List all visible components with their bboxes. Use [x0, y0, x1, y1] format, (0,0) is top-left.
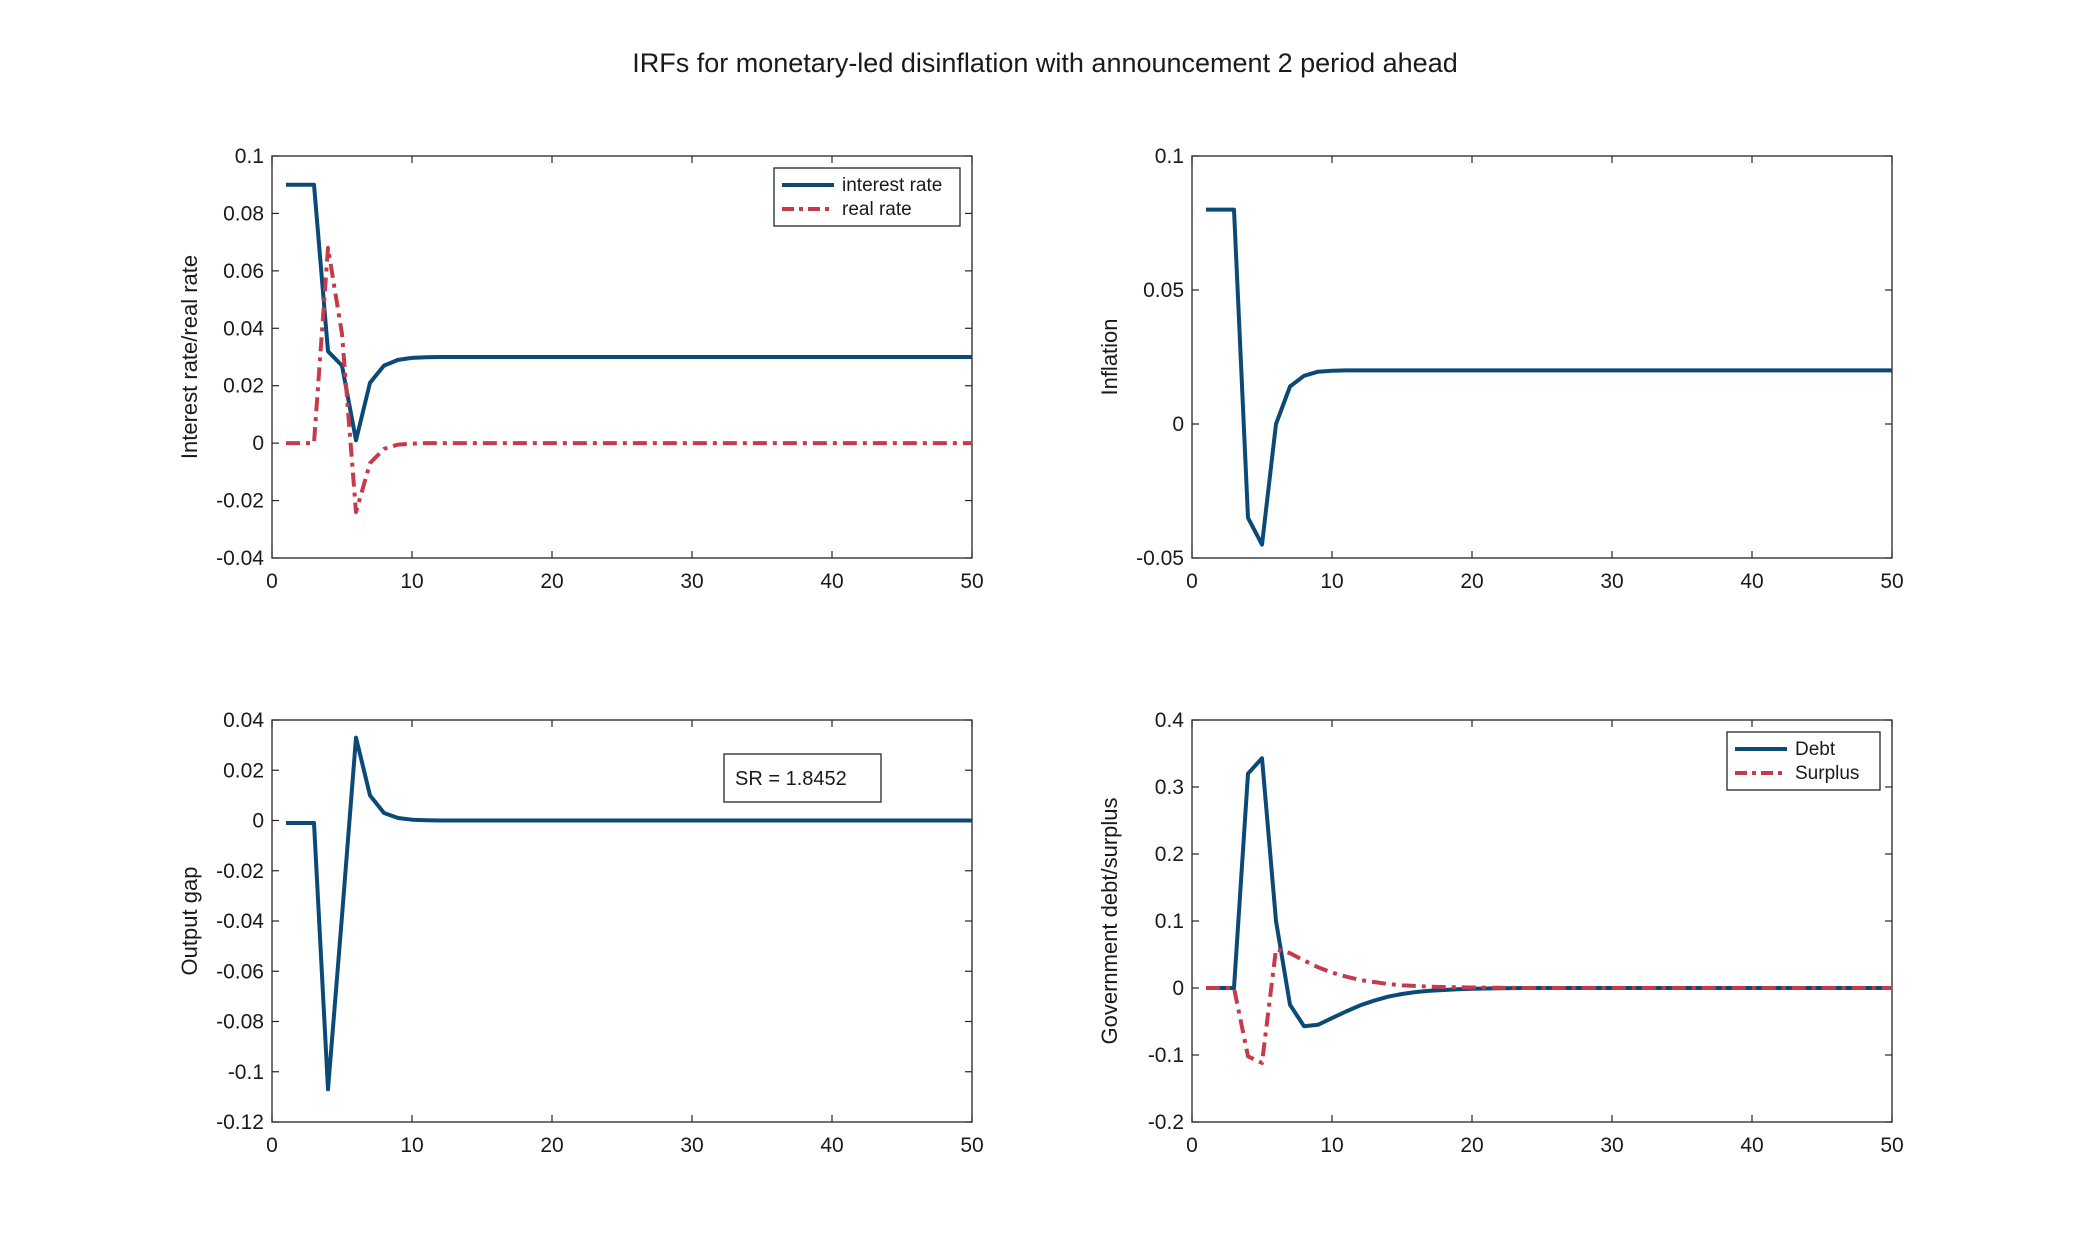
y-tick-label: 0.4	[1155, 709, 1185, 732]
y-tick-label: 0.04	[223, 317, 264, 340]
plot-area	[286, 182, 972, 515]
legend: interest rate real rate	[773, 167, 961, 227]
x-tick-label: 40	[1740, 570, 1763, 593]
x-tick-label: 30	[1600, 1134, 1623, 1157]
subplot-bottom-right: 0 10 20 30 40 50 -0.2 -0.1 0 0.1 0.2 0.3 0.4 Governme…	[1097, 709, 1904, 1157]
annotation: SR = 1.8452	[723, 753, 882, 803]
x-tick-label: 0	[266, 1134, 278, 1157]
y-tick-label: -0.05	[1136, 547, 1184, 570]
x-tick-label: 10	[1320, 570, 1343, 593]
y-tick-label: 0.1	[1155, 145, 1184, 168]
legend-box	[1726, 731, 1881, 791]
annotation-text: SR = 1.8452	[735, 768, 847, 790]
y-tick-label: 0.1	[1155, 910, 1184, 933]
y-tick-label: 0.02	[223, 759, 264, 782]
legend-label: real rate	[842, 199, 912, 220]
x-tick-label: 0	[266, 570, 278, 593]
y-axis-label: Inflation	[1097, 318, 1122, 395]
y-tick-label: 0.3	[1155, 776, 1184, 799]
y-tick-label: -0.02	[216, 860, 264, 883]
y-tick-label: 0	[252, 432, 264, 455]
x-tick-label: 10	[400, 1134, 423, 1157]
y-tick-label: -0.1	[1148, 1044, 1184, 1067]
series-line-0	[286, 735, 972, 1092]
x-tick-label: 40	[1740, 1134, 1763, 1157]
y-tick-label: 0.02	[223, 375, 264, 398]
series-line-surplus	[1206, 947, 1892, 1065]
annotation-box	[723, 753, 882, 803]
x-tick-label: 30	[680, 570, 703, 593]
y-axis-label: Government debt/surplus	[1097, 797, 1122, 1044]
plot-area	[1206, 756, 1892, 1065]
y-tick-label: 0.2	[1155, 843, 1184, 866]
x-tick-label: 20	[540, 1134, 563, 1157]
y-tick-label: -0.04	[216, 547, 264, 570]
x-tick-label: 30	[680, 1134, 703, 1157]
legend-label: Surplus	[1795, 763, 1859, 784]
y-tick-label: 0	[1172, 977, 1184, 1000]
x-tick-label: 0	[1186, 1134, 1198, 1157]
x-tick-label: 40	[820, 1134, 843, 1157]
y-tick-label: -0.08	[216, 1011, 264, 1034]
series-line-interest-rate	[286, 182, 972, 443]
legend-box	[773, 167, 961, 227]
y-tick-label: -0.12	[216, 1111, 264, 1134]
x-tick-label: 10	[1320, 1134, 1343, 1157]
x-tick-label: 40	[820, 570, 843, 593]
x-tick-label: 50	[1880, 1134, 1903, 1157]
x-tick-label: 20	[1460, 570, 1483, 593]
y-tick-label: 0	[1172, 413, 1184, 436]
y-tick-label: -0.2	[1148, 1111, 1184, 1134]
y-tick-label: -0.04	[216, 910, 264, 933]
y-tick-label: 0.06	[223, 260, 264, 283]
subplot-bottom-left: 0 10 20 30 40 50 -0.12 -0.1 -0.08 -0.06 -0.04 -0.02…	[177, 709, 984, 1157]
x-tick-label: 10	[400, 570, 423, 593]
y-tick-label: 0.1	[235, 145, 264, 168]
y-axis-label: Output gap	[177, 867, 202, 976]
x-tick-label: 20	[1460, 1134, 1483, 1157]
x-tick-label: 30	[1600, 570, 1623, 593]
x-tick-label: 0	[1186, 570, 1198, 593]
plot-area	[286, 735, 972, 1092]
legend-label: interest rate	[842, 175, 942, 196]
y-tick-label: 0	[252, 810, 264, 833]
x-tick-label: 20	[540, 570, 563, 593]
y-tick-label: 0.08	[223, 202, 264, 225]
plot-area	[1206, 207, 1892, 547]
subplot-grid: 0 10 20 30 40 50 -0.04 -0.02 0 0.02 0.04 0.06 0.08 0.…	[177, 145, 1904, 1157]
legend-label: Debt	[1795, 739, 1836, 760]
y-tick-label: -0.02	[216, 490, 264, 513]
series-line-real-rate	[286, 245, 972, 515]
x-tick-label: 50	[960, 1134, 983, 1157]
legend: Debt Surplus	[1726, 731, 1881, 791]
x-tick-label: 50	[960, 570, 983, 593]
subplot-top-left: 0 10 20 30 40 50 -0.04 -0.02 0 0.02 0.04 0.06 0.08 0.…	[177, 145, 984, 593]
y-tick-label: 0.05	[1143, 279, 1184, 302]
x-tick-label: 50	[1880, 570, 1903, 593]
y-axis-label: Interest rate/real rate	[177, 255, 202, 459]
axes-frame	[1191, 155, 1893, 559]
y-tick-label: 0.04	[223, 709, 264, 732]
series-line-0	[1206, 207, 1892, 547]
y-tick-label: -0.1	[228, 1061, 264, 1084]
figure-title: IRFs for monetary-led disinflation with …	[632, 48, 1457, 78]
y-tick-label: -0.06	[216, 960, 264, 983]
